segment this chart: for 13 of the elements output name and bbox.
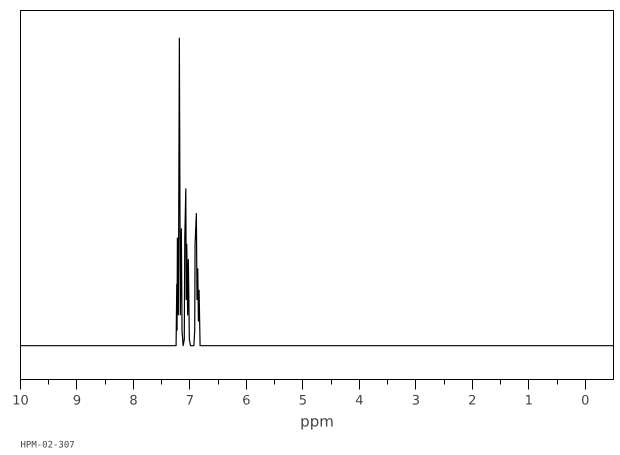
x-tick-label: 7 [186,394,194,408]
x-tick-label: 3 [412,394,420,408]
x-tick-label: 8 [129,394,138,408]
x-axis-title: ppm [300,412,334,430]
x-tick-label: 10 [12,394,29,408]
x-tick-label: 1 [524,394,533,408]
x-tick-label: 0 [581,394,590,408]
text: HPM-02-307 [20,440,75,450]
x-tick-label: 5 [298,394,308,408]
x-tick-label: 4 [355,394,364,408]
x-tick-label: 9 [72,394,82,408]
x-tick-label: 6 [242,394,251,408]
x-tick-label: 2 [468,394,476,408]
